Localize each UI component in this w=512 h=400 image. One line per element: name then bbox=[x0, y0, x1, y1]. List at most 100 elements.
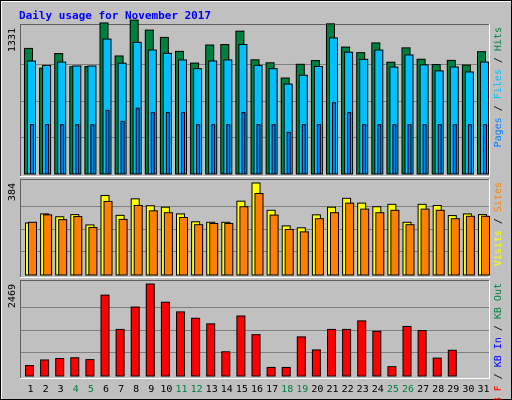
kb-f-bar-day-3 bbox=[55, 357, 65, 377]
pages-bar-day-22 bbox=[347, 112, 352, 175]
panel-1-legend-item-0: Visits bbox=[493, 230, 504, 266]
pages-bar-day-19 bbox=[301, 124, 306, 175]
panel-1-legend-item-1: / bbox=[493, 212, 504, 230]
kb-f-bar-day-12 bbox=[191, 317, 201, 377]
x-label-day-30: 30 bbox=[462, 384, 474, 395]
x-label-day-29: 29 bbox=[447, 384, 459, 395]
x-label-day-19: 19 bbox=[296, 384, 308, 395]
x-label-day-28: 28 bbox=[432, 384, 444, 395]
x-label-day-24: 24 bbox=[372, 384, 384, 395]
sites-bar-day-9 bbox=[148, 210, 158, 276]
pages-bar-day-14 bbox=[226, 124, 231, 175]
kb-f-bar-day-25 bbox=[387, 366, 397, 377]
sites-bar-day-27 bbox=[420, 208, 430, 276]
pages-bar-day-18 bbox=[286, 131, 291, 175]
chart-title: Daily usage for November 2017 bbox=[19, 9, 211, 22]
x-label-day-26: 26 bbox=[402, 384, 414, 395]
pages-bar-day-29 bbox=[452, 124, 457, 175]
sites-bar-day-3 bbox=[58, 219, 68, 276]
kb-f-bar-day-24 bbox=[372, 330, 382, 377]
pages-bar-day-2 bbox=[45, 124, 50, 175]
x-axis-labels: 1 2 3 4 5 6 7 8 9 10 11 12 13 14 15 16 17 18 19 20 21 22 23 24 2… bbox=[27, 384, 489, 395]
x-label-day-20: 20 bbox=[311, 384, 323, 395]
sites-bar-day-10 bbox=[163, 212, 173, 276]
kb-f-bar-day-18 bbox=[281, 366, 291, 377]
pages-bar-day-25 bbox=[392, 124, 397, 175]
x-label-day-4: 4 bbox=[73, 384, 79, 395]
kb-f-bar-day-2 bbox=[40, 359, 50, 377]
x-label-day-31: 31 bbox=[477, 384, 489, 395]
panel-1-legend: Visits / Sites bbox=[493, 182, 504, 266]
sites-bar-day-8 bbox=[133, 205, 143, 276]
panel-2-legend-item-2: KB In bbox=[493, 337, 504, 367]
pages-bar-day-27 bbox=[422, 124, 427, 175]
sites-bar-day-17 bbox=[269, 214, 279, 276]
pages-bar-day-12 bbox=[196, 124, 201, 175]
pages-bar-day-11 bbox=[181, 112, 185, 175]
sites-bar-day-24 bbox=[375, 212, 385, 276]
kb-f-bar-day-28 bbox=[432, 357, 442, 377]
pages-bar-day-4 bbox=[75, 124, 80, 175]
sites-bar-day-7 bbox=[118, 218, 128, 276]
sites-bar-day-14 bbox=[224, 222, 234, 276]
pages-bar-day-26 bbox=[407, 124, 412, 175]
sites-bar-day-21 bbox=[330, 212, 339, 276]
x-label-day-25: 25 bbox=[387, 384, 399, 395]
panel-2-max-label: 2469 bbox=[7, 284, 18, 308]
kb-f-bar-day-5 bbox=[85, 359, 95, 377]
sites-bar-day-15 bbox=[239, 206, 249, 276]
kb-f-bar-day-13 bbox=[206, 323, 216, 377]
pages-bar-day-15 bbox=[241, 112, 246, 175]
x-label-day-8: 8 bbox=[133, 384, 139, 395]
kb-f-bar-day-1 bbox=[25, 365, 34, 377]
panel-0-legend-item-3: / bbox=[493, 51, 504, 69]
kb-f-bar-day-11 bbox=[176, 311, 185, 377]
panel-0-legend-item-0: Pages bbox=[493, 117, 504, 147]
pages-bar-day-16 bbox=[256, 124, 261, 175]
pages-bar-day-7 bbox=[120, 120, 125, 175]
x-label-day-16: 16 bbox=[251, 384, 263, 395]
sites-bar-day-19 bbox=[299, 231, 309, 276]
panel-0-legend-item-1: / bbox=[493, 99, 504, 117]
sites-bar-day-31 bbox=[481, 215, 490, 276]
sites-bar-day-20 bbox=[314, 218, 324, 276]
pages-bar-day-20 bbox=[316, 124, 321, 175]
x-label-day-1: 1 bbox=[27, 384, 33, 395]
x-label-day-27: 27 bbox=[417, 384, 429, 395]
pages-bar-day-9 bbox=[150, 112, 155, 175]
kb-f-bar-day-23 bbox=[357, 320, 367, 377]
panel-0-legend-item-4: Hits bbox=[493, 27, 504, 51]
panel-1-legend-item-2: Sites bbox=[493, 182, 504, 212]
x-label-day-9: 9 bbox=[148, 384, 154, 395]
x-label-day-10: 10 bbox=[160, 384, 172, 395]
sites-bar-day-12 bbox=[194, 224, 204, 276]
pages-bar-day-3 bbox=[60, 124, 65, 175]
panel-0-legend: Pages / Files / Hits bbox=[493, 27, 504, 147]
sites-bar-day-30 bbox=[465, 215, 475, 276]
sites-bar-day-4 bbox=[73, 216, 83, 276]
x-label-day-12: 12 bbox=[191, 384, 203, 395]
kb-f-bar-day-6 bbox=[100, 294, 110, 377]
sites-bar-day-22 bbox=[345, 202, 355, 276]
kb-f-bar-day-9 bbox=[145, 283, 155, 377]
panel-2-legend-item-1: / bbox=[493, 367, 504, 385]
kb-f-bar-day-29 bbox=[447, 349, 457, 377]
x-label-day-14: 14 bbox=[221, 384, 233, 395]
x-label-day-3: 3 bbox=[58, 384, 64, 395]
kb-f-bar-day-17 bbox=[266, 366, 276, 377]
panel-2-legend-item-0: KB F bbox=[493, 385, 504, 400]
panel-0-max-label: 1331 bbox=[7, 28, 18, 52]
pages-bar-day-13 bbox=[211, 124, 216, 175]
kb-f-bar-day-27 bbox=[417, 330, 427, 377]
x-label-day-7: 7 bbox=[118, 384, 124, 395]
pages-bar-day-23 bbox=[362, 124, 367, 175]
x-label-day-11: 11 bbox=[175, 384, 187, 395]
kb-f-bar-day-26 bbox=[402, 325, 412, 377]
panel-1-max-label: 384 bbox=[7, 183, 18, 201]
kb-f-bar-day-15 bbox=[236, 315, 246, 377]
pages-bar-day-31 bbox=[483, 124, 487, 175]
kb-f-bar-day-4 bbox=[70, 357, 80, 377]
x-label-day-17: 17 bbox=[266, 384, 278, 395]
